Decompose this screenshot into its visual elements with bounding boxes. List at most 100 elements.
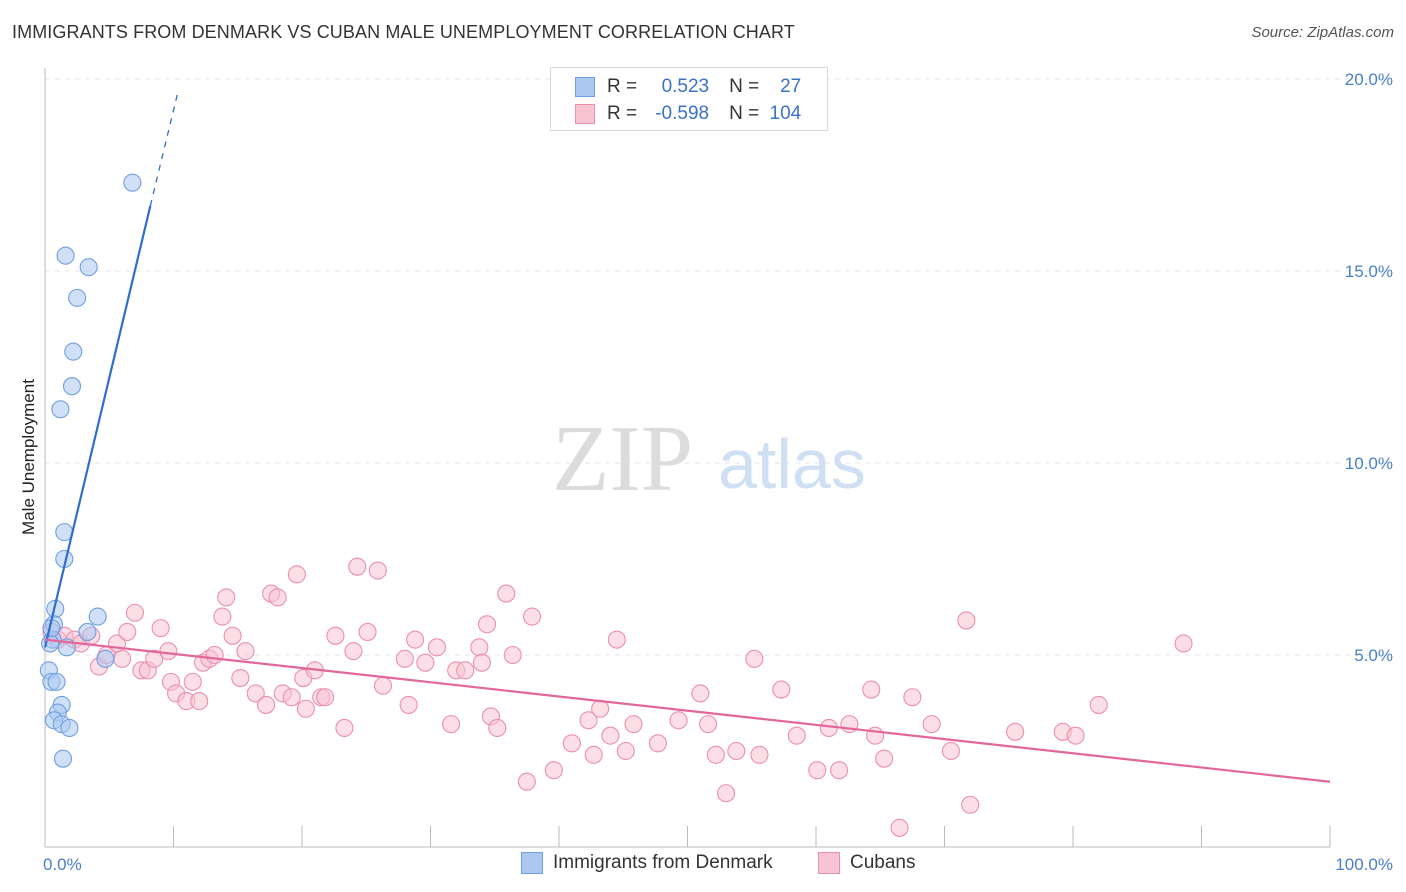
legend-row-denmark: R = 0.523 N = 27 <box>575 76 801 98</box>
legend-r-label: R = <box>607 103 638 124</box>
y-axis-label: Male Unemployment <box>19 379 38 535</box>
correlation-legend: R = 0.523 N = 27 R = -0.598 N = 104 <box>550 67 828 131</box>
cubans-point <box>503 645 522 665</box>
cubans-series <box>42 557 1193 837</box>
cubans-point <box>961 795 980 814</box>
cubans-point <box>1006 722 1025 741</box>
cubans-point <box>1174 634 1193 653</box>
cubans-point <box>691 684 710 703</box>
cubans-point <box>922 715 941 734</box>
cubans-point <box>591 699 610 718</box>
legend-row-cubans: R = -0.598 N = 104 <box>575 103 801 125</box>
legend-r-value: -0.598 <box>655 103 710 124</box>
denmark-point <box>51 400 70 419</box>
cubans-point <box>669 711 688 730</box>
cubans-point <box>488 718 507 738</box>
cubans-point <box>727 741 746 761</box>
cubans-point <box>296 699 315 718</box>
legend-swatch-denmark <box>521 852 543 874</box>
cubans-point <box>231 668 250 688</box>
denmark-series <box>39 173 142 768</box>
cubans-point <box>217 588 236 607</box>
cubans-point <box>205 645 224 665</box>
denmark-point <box>123 173 142 192</box>
cubans-point <box>287 565 306 584</box>
cubans-point <box>579 711 598 730</box>
cubans-point <box>941 741 960 761</box>
denmark-trend-extension <box>149 94 178 206</box>
cubans-point <box>607 630 626 649</box>
cubans-point <box>648 734 667 753</box>
cubans-point <box>427 638 446 657</box>
y-tick-label: 10.0% <box>1345 454 1393 473</box>
cubans-point <box>183 672 202 691</box>
cubans-point <box>358 622 377 642</box>
denmark-point <box>62 377 82 396</box>
cubans-point <box>699 715 718 734</box>
denmark-point <box>41 634 60 653</box>
cubans-point <box>601 726 620 745</box>
cubans-point <box>326 626 345 645</box>
cubans-point <box>890 818 909 837</box>
denmark-point <box>60 718 79 738</box>
cubans-point <box>517 772 536 791</box>
cubans-point <box>830 761 849 780</box>
source-label: Source: ZipAtlas.com <box>1251 24 1394 41</box>
legend-label-cubans: Cubans <box>850 852 916 873</box>
denmark-point <box>88 607 107 626</box>
cubans-point <box>716 784 736 803</box>
cubans-point <box>399 695 418 714</box>
cubans-point <box>1066 726 1085 745</box>
cubans-point <box>395 649 414 668</box>
watermark-zip: ZIP <box>552 407 693 511</box>
denmark-point <box>96 649 115 668</box>
cubans-point <box>125 603 144 622</box>
cubans-point <box>256 695 276 714</box>
legend-r-value: 0.523 <box>661 76 710 97</box>
legend-r-label: R = <box>607 76 638 97</box>
legend-swatch-cubans <box>575 104 595 124</box>
cubans-point <box>862 680 881 699</box>
cubans-point <box>957 611 976 630</box>
legend-n-label: N = <box>729 103 760 124</box>
denmark-point <box>68 288 87 307</box>
cubans-point <box>470 638 489 657</box>
trend-lines <box>43 94 1331 783</box>
cubans-point <box>416 653 435 672</box>
cubans-point <box>497 584 516 603</box>
cubans-point <box>1089 695 1108 714</box>
cubans-point <box>750 745 769 764</box>
bottom-legend-denmark[interactable]: Immigrants from Denmark <box>521 852 773 874</box>
cubans-trend-line <box>44 638 1331 783</box>
cubans-point <box>772 680 791 699</box>
y-tick-label: 15.0% <box>1345 262 1393 281</box>
bottom-legend-cubans[interactable]: Cubans <box>818 852 916 874</box>
cubans-point <box>368 561 387 580</box>
cubans-point <box>344 642 363 661</box>
cubans-point <box>159 642 178 661</box>
cubans-point <box>268 588 287 607</box>
cubans-point <box>348 557 367 576</box>
cubans-point <box>151 619 170 638</box>
watermark: ZIP atlas <box>552 407 866 511</box>
cubans-point <box>316 688 335 707</box>
cubans-point <box>190 692 209 711</box>
denmark-point <box>64 342 83 361</box>
legend-swatch-cubans <box>818 852 840 874</box>
denmark-point <box>53 749 73 768</box>
denmark-point <box>56 246 75 265</box>
cubans-point <box>706 745 725 764</box>
cubans-point <box>118 622 137 642</box>
cubans-point <box>236 642 255 661</box>
cubans-point <box>624 715 643 734</box>
cubans-point <box>522 607 542 626</box>
denmark-point <box>79 258 98 277</box>
denmark-point <box>47 672 66 691</box>
cubans-point <box>903 688 922 707</box>
cubans-point <box>145 649 164 668</box>
axes <box>44 68 1331 848</box>
cubans-point <box>544 761 563 780</box>
cubans-point <box>477 615 497 634</box>
cubans-point <box>745 649 764 668</box>
